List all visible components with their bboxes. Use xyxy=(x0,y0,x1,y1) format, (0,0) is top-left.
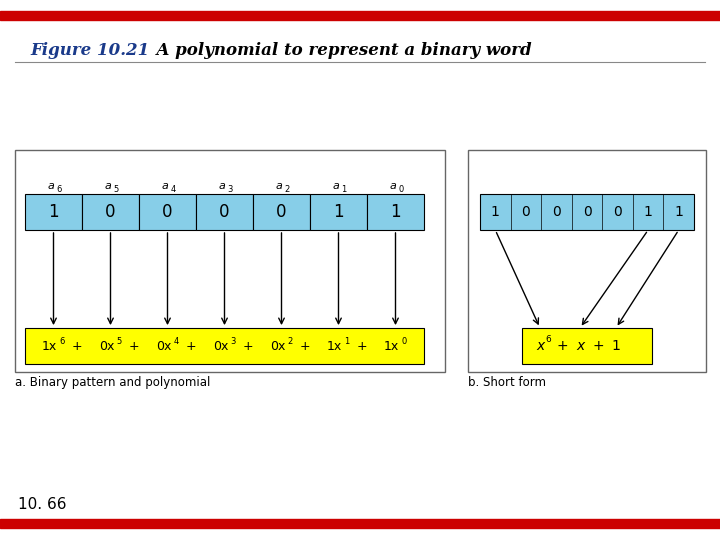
Text: 0x: 0x xyxy=(270,340,285,353)
Text: b. Short form: b. Short form xyxy=(468,376,546,389)
Text: 3: 3 xyxy=(228,185,233,194)
Bar xyxy=(139,194,196,230)
Text: 4: 4 xyxy=(174,336,179,346)
Text: 5: 5 xyxy=(117,336,122,346)
Bar xyxy=(196,194,253,230)
Text: 6: 6 xyxy=(60,336,65,346)
Text: 1: 1 xyxy=(390,203,401,221)
Bar xyxy=(480,194,694,230)
Text: a: a xyxy=(104,181,111,191)
Text: 0: 0 xyxy=(613,205,622,219)
Bar xyxy=(15,150,445,372)
Text: 0: 0 xyxy=(521,205,530,219)
Text: a: a xyxy=(161,181,168,191)
Text: +: + xyxy=(243,340,253,353)
Text: 1: 1 xyxy=(644,205,652,219)
Text: 2: 2 xyxy=(287,336,293,346)
Text: +: + xyxy=(129,340,139,353)
Text: 1x: 1x xyxy=(384,340,399,353)
Text: 1: 1 xyxy=(333,203,344,221)
Text: 0x: 0x xyxy=(213,340,228,353)
Text: a: a xyxy=(389,181,396,191)
Text: 6: 6 xyxy=(56,185,62,194)
Text: 0: 0 xyxy=(220,203,230,221)
Text: 0x: 0x xyxy=(156,340,171,353)
Text: +: + xyxy=(300,340,310,353)
Bar xyxy=(0,519,720,528)
Text: 10. 66: 10. 66 xyxy=(18,497,66,512)
Text: Figure 10.21: Figure 10.21 xyxy=(30,42,149,59)
Text: 0: 0 xyxy=(276,203,287,221)
Bar xyxy=(253,194,310,230)
Text: 0: 0 xyxy=(402,336,407,346)
Bar xyxy=(82,194,139,230)
Text: 0x: 0x xyxy=(99,340,114,353)
Text: +: + xyxy=(72,340,82,353)
Bar xyxy=(367,194,424,230)
Text: 3: 3 xyxy=(230,336,236,346)
Text: 6: 6 xyxy=(545,335,551,345)
Text: 1x: 1x xyxy=(327,340,342,353)
Text: +: + xyxy=(592,339,604,353)
Bar xyxy=(0,11,720,20)
Text: a: a xyxy=(275,181,282,191)
Text: 1: 1 xyxy=(344,336,350,346)
Text: +: + xyxy=(356,340,367,353)
Text: 1: 1 xyxy=(48,203,59,221)
Text: x: x xyxy=(576,339,584,353)
Text: a: a xyxy=(218,181,225,191)
Text: 0: 0 xyxy=(552,205,561,219)
Text: 0: 0 xyxy=(162,203,173,221)
Bar xyxy=(468,150,706,372)
Bar xyxy=(310,194,367,230)
Text: 5: 5 xyxy=(114,185,119,194)
Text: +: + xyxy=(186,340,197,353)
Text: 1: 1 xyxy=(674,205,683,219)
Text: 1x: 1x xyxy=(42,340,57,353)
Text: A polynomial to represent a binary word: A polynomial to represent a binary word xyxy=(145,42,531,59)
Bar xyxy=(25,328,424,364)
Text: 1: 1 xyxy=(611,339,621,353)
Text: 4: 4 xyxy=(171,185,176,194)
Text: 1: 1 xyxy=(491,205,500,219)
Text: a: a xyxy=(47,181,54,191)
Text: 0: 0 xyxy=(582,205,591,219)
Text: 0: 0 xyxy=(398,185,404,194)
Text: a. Binary pattern and polynomial: a. Binary pattern and polynomial xyxy=(15,376,210,389)
Bar xyxy=(522,328,652,364)
Text: 0: 0 xyxy=(105,203,116,221)
Text: +: + xyxy=(556,339,568,353)
Text: x: x xyxy=(536,339,544,353)
Text: a: a xyxy=(332,181,339,191)
Bar xyxy=(25,194,82,230)
Text: 2: 2 xyxy=(284,185,289,194)
Text: 1: 1 xyxy=(341,185,347,194)
